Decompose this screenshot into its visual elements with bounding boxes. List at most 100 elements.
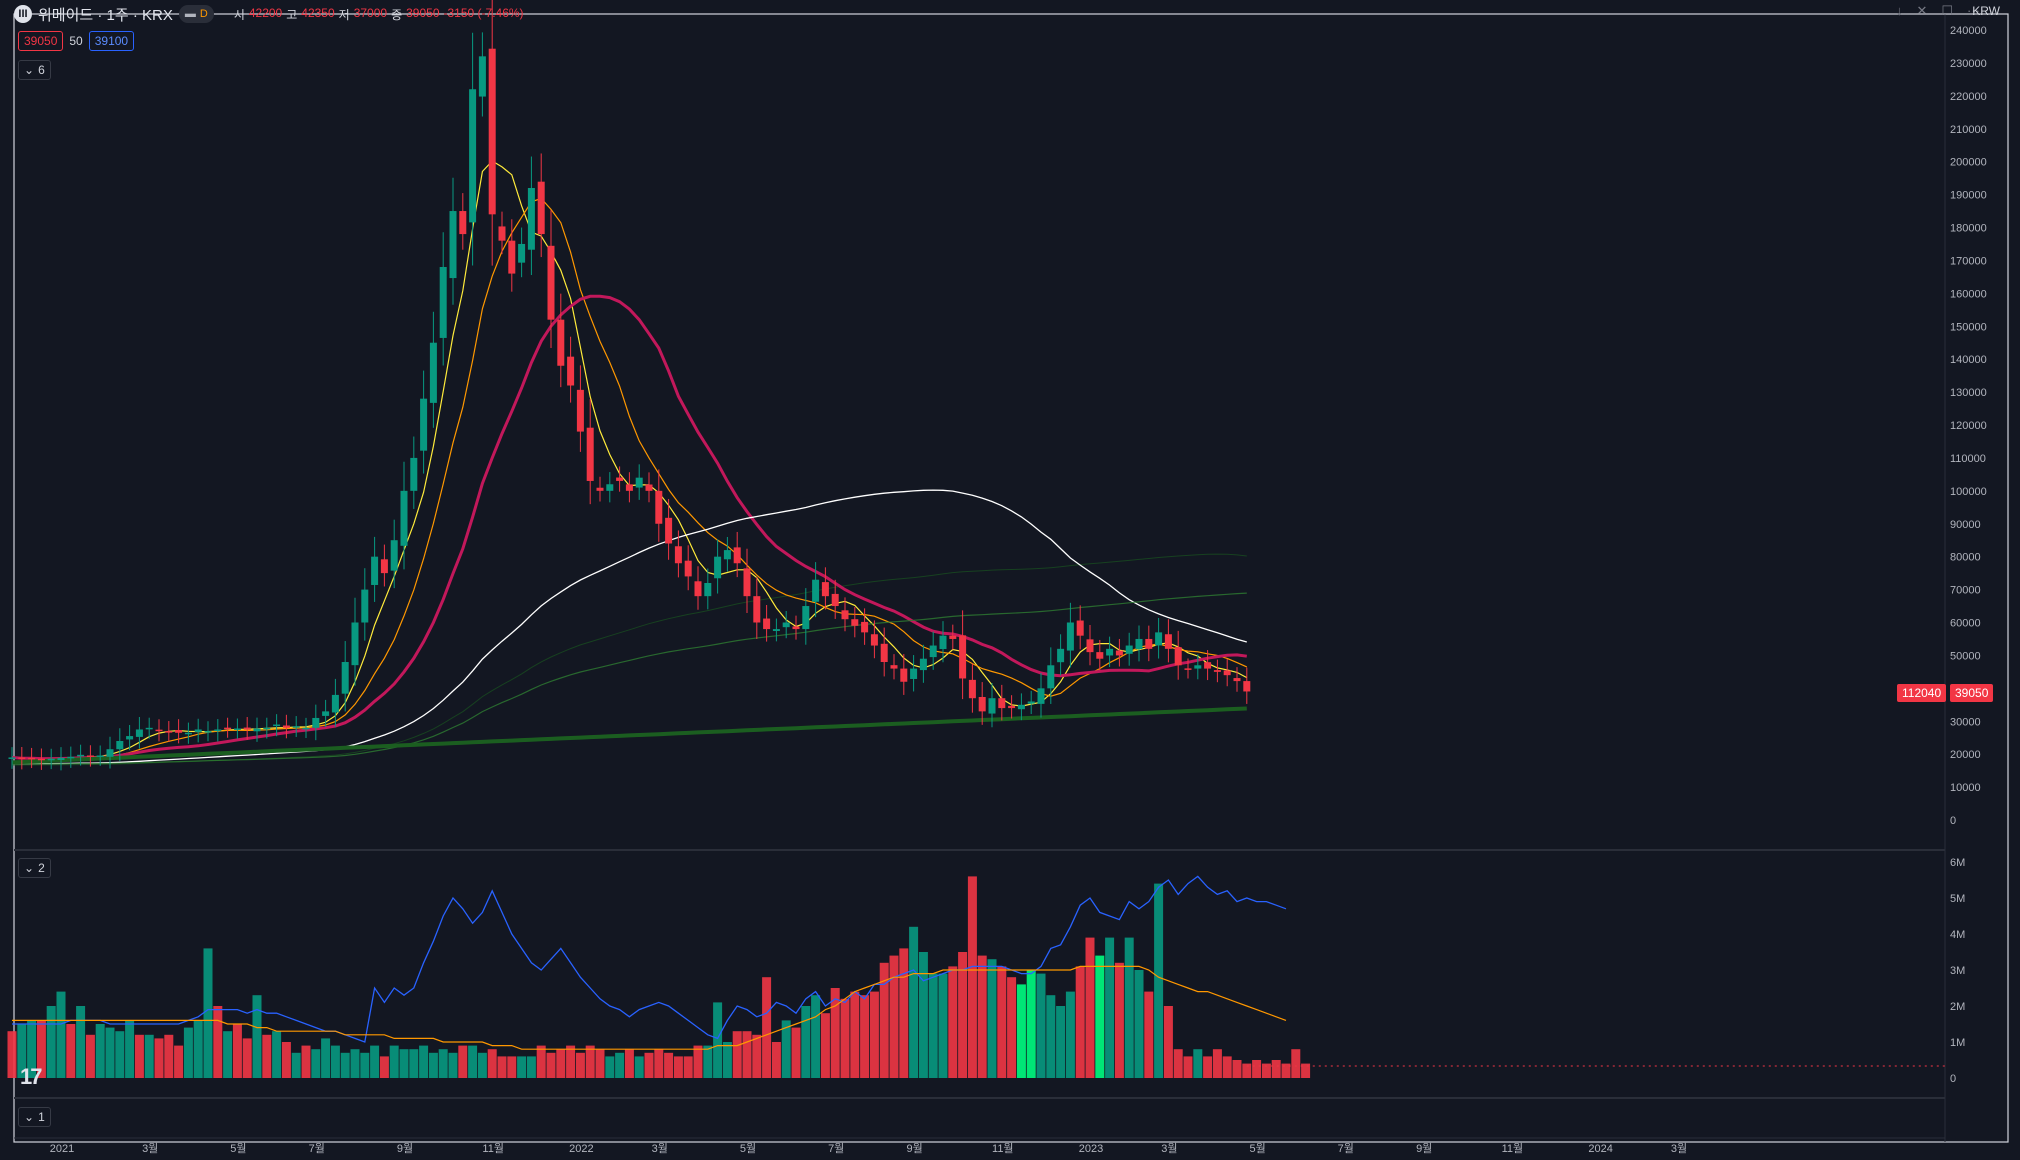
candle-body <box>302 727 310 730</box>
volume-bar <box>1291 1049 1301 1078</box>
collapse-vol-count: 2 <box>38 861 45 875</box>
volume-bar <box>575 1052 585 1078</box>
ohlc-value: 37000 <box>353 5 388 20</box>
close-icon[interactable]: ✕ <box>1916 3 1928 18</box>
symbol-title[interactable]: 위메이드 · 1주 · KRX <box>38 6 173 24</box>
candle-body <box>47 758 55 761</box>
candle-body <box>410 457 418 491</box>
candle-body <box>998 698 1006 709</box>
candle-body <box>1194 665 1202 669</box>
volume-bar <box>85 1034 95 1078</box>
more-icon[interactable]: ··· <box>1967 3 1980 18</box>
candle-body <box>782 622 790 628</box>
volume-avg-line <box>12 875 1287 1043</box>
price-tick-label: 150000 <box>1950 321 1987 333</box>
volume-bar <box>1065 991 1075 1078</box>
collapse-main-indicators[interactable]: ⌄ 6 <box>18 60 51 80</box>
volume-bar <box>1203 1056 1213 1078</box>
volume-bar <box>556 1049 566 1078</box>
ohlc-value: 42350 <box>301 5 335 20</box>
volume-bar <box>879 962 889 1078</box>
window-controls: ↓ ✕ ☐ ··· <box>1896 3 1980 19</box>
candle-body <box>968 679 976 699</box>
candle-body <box>184 732 192 735</box>
currency-label: KRW <box>1972 4 2000 18</box>
volume-bar <box>928 973 938 1078</box>
volume-bar <box>1007 977 1017 1078</box>
chevron-down-icon: ⌄ <box>24 861 35 875</box>
volume-bar <box>232 1024 242 1078</box>
ma60-line <box>11 489 1247 765</box>
candle-body <box>165 731 173 733</box>
chevron-down-icon: ⌄ <box>24 1110 35 1124</box>
price-tick-label: 200000 <box>1950 157 1987 169</box>
volume-bar <box>311 1049 321 1078</box>
volume-bar <box>468 1045 478 1078</box>
candle-body <box>821 582 829 597</box>
volume-bar <box>654 1049 664 1078</box>
volume-bar <box>1281 1063 1291 1078</box>
volume-bar <box>624 1049 634 1078</box>
indicator-row: 39050 50 39100 <box>18 31 135 51</box>
candle-body <box>478 56 486 97</box>
volume-bar <box>213 1006 223 1078</box>
candle-body <box>527 188 535 250</box>
candle-body <box>67 756 75 759</box>
candle-body <box>949 635 957 639</box>
time-tick-label: 3월 <box>1671 1142 1687 1155</box>
price-tick-label: 70000 <box>1950 585 1981 597</box>
volume-bar <box>1212 1049 1222 1078</box>
volume-bar <box>56 991 66 1078</box>
candle-body <box>175 730 183 733</box>
interval-label: D <box>199 8 208 20</box>
volume-bar <box>938 973 948 1078</box>
collapse-volume-indicators[interactable]: ⌄ 2 <box>18 858 51 878</box>
candle-body <box>645 484 653 491</box>
candle-body <box>214 729 222 732</box>
volume-bar <box>781 1020 791 1078</box>
volume-bar <box>615 1052 625 1078</box>
volume-bar <box>546 1052 556 1078</box>
price-tick-label: 20000 <box>1950 749 1981 761</box>
volume-bar <box>517 1056 527 1078</box>
candle-body <box>1057 648 1065 663</box>
volume-bar <box>987 959 997 1078</box>
maximize-icon[interactable]: ☐ <box>1941 3 1953 18</box>
candle-body <box>586 427 594 481</box>
candle-body <box>449 211 457 279</box>
time-tick-label: 2023 <box>1079 1143 1103 1155</box>
candle-body <box>1135 638 1143 650</box>
volume-bar <box>830 988 840 1078</box>
candle-body <box>488 48 496 215</box>
volume-bar <box>820 1013 830 1078</box>
candle-body <box>596 487 604 491</box>
candle-body <box>763 618 771 630</box>
candle-body <box>929 645 937 658</box>
candle-body <box>880 643 888 662</box>
volume-ma-line <box>12 965 1287 1050</box>
time-tick-label: 5월 <box>230 1142 246 1155</box>
interval-badge[interactable]: ▬ D <box>178 5 214 23</box>
candle-body <box>459 211 467 235</box>
candle-body <box>988 698 996 714</box>
volume-bar <box>1242 1063 1252 1078</box>
collapse-extra-pane[interactable]: ⌄ 1 <box>18 1107 51 1127</box>
candle-body <box>331 694 339 713</box>
ohlc-readout: 시 42200 고 42350 저 37000 종 39050 -3150 (-7.46%) <box>234 6 524 23</box>
volume-bar <box>811 995 821 1078</box>
volume-bar <box>1183 1056 1193 1078</box>
volume-bar <box>1046 995 1056 1078</box>
volume-bar <box>918 952 928 1078</box>
volume-bar <box>801 1006 811 1078</box>
tradingview-logo-icon[interactable]: 17 <box>20 1064 43 1089</box>
time-tick-label: 11월 <box>1502 1142 1524 1155</box>
volume-bar <box>762 977 772 1078</box>
time-tick-label: 9월 <box>1416 1142 1432 1155</box>
price-tick-label: 80000 <box>1950 552 1981 564</box>
volume-bar <box>1124 937 1134 1078</box>
volume-bar <box>262 1034 272 1078</box>
volume-bar <box>1271 1060 1281 1078</box>
candle-body <box>743 568 751 597</box>
arrow-down-icon[interactable]: ↓ <box>1895 3 1903 18</box>
